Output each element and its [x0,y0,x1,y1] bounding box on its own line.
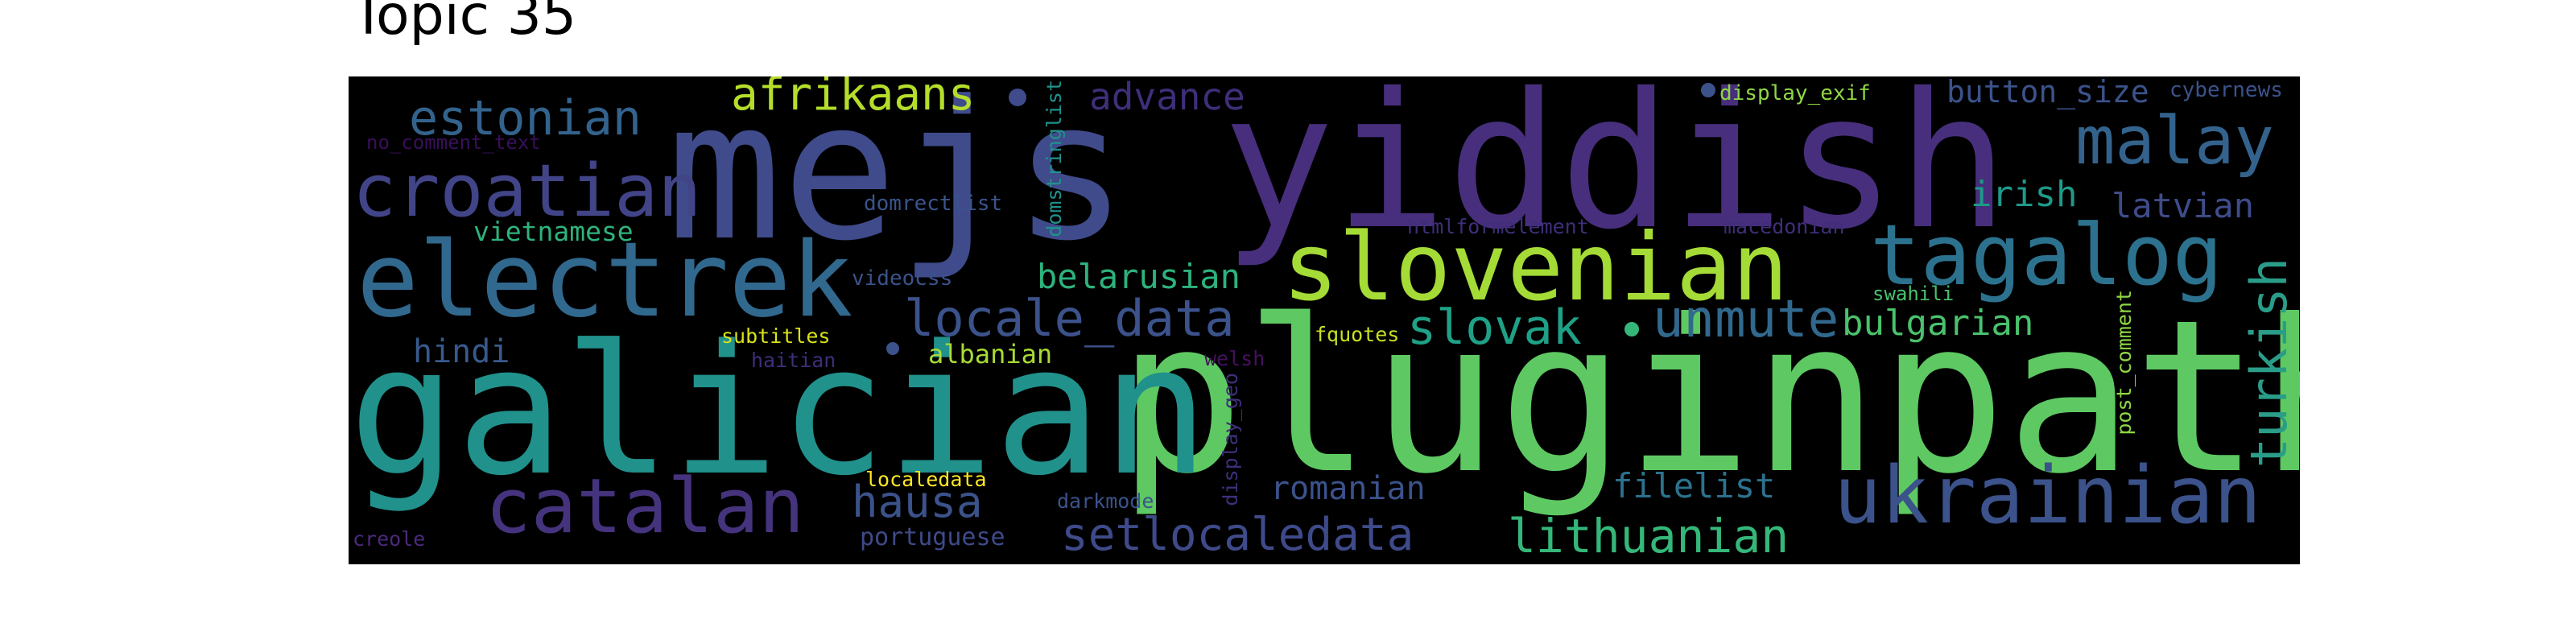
word-swahili: swahili [1872,283,1955,305]
word-slovak: slovak [1407,299,1582,356]
word-domstringlist: domstringlist [1042,80,1066,237]
word-localedata: localedata [865,468,987,491]
word-fquotes: fquotes [1315,323,1400,346]
word-cybernews: cybernews [2169,78,2283,102]
word-slovenian: slovenian [1282,213,1789,322]
word-unmute: unmute [1653,290,1839,349]
word-display_geo: display_geo [1219,373,1242,506]
word-croatian: croatian [353,149,702,233]
dot-mark [1624,322,1639,336]
word-electrek: electrek [357,221,853,341]
word-setlocaledata: setlocaledata [1061,509,1414,561]
word-advance: advance [1089,76,1245,118]
word-portuguese: portuguese [860,523,1005,551]
word-turkish: turkish [2240,258,2298,469]
word-bulgarian: bulgarian [1842,303,2034,344]
word-pluginpath: pluginpath [1117,275,2300,520]
word-belarusian: belarusian [1037,257,1241,296]
word-subtitles: subtitles [721,324,831,348]
word-afrikaans: afrikaans [731,76,976,121]
word-display_exif: display_exif [1719,81,1871,105]
word-domrectlist: domrectlist [864,192,1003,216]
word-locale_data: locale_data [904,289,1235,348]
word-hausa: hausa [852,477,983,527]
word-romanian: romanian [1270,470,1426,507]
word-no_comment_text: no_comment_text [366,131,541,154]
page-title: Topic 35 [352,0,577,47]
dot-mark [886,342,899,355]
word-htmlformelement: htmlformelement [1407,215,1589,238]
word-tagalog: tagalog [1870,206,2223,304]
word-post_comment: post_comment [2112,290,2136,436]
word-darkmode: darkmode [1057,489,1154,513]
word-haitian: haitian [751,349,836,372]
word-hindi: hindi [413,333,510,370]
dot-mark [1009,89,1026,106]
word-latvian: latvian [2112,186,2255,225]
word-cloud: mejs yiddish pluginpath galician electre… [349,76,2300,564]
word-lithuanian: lithuanian [1508,509,1790,564]
word-macedonian: macedonian [1724,215,1845,238]
word-button_size: button_size [1946,76,2149,109]
word-vietnamese: vietnamese [473,216,634,247]
word-estonian: estonian [409,90,642,147]
dot-mark [1701,83,1715,97]
word-albanian: albanian [928,339,1053,369]
word-yiddish: yiddish [1222,76,2009,270]
word-galician: galician [349,308,1210,515]
word-catalan: catalan [485,463,805,551]
word-creole: creole [353,527,426,551]
word-irish: irish [1971,174,2078,215]
word-welsh: welsh [1204,347,1265,370]
word-mejs: mejs [667,76,1129,283]
word-videocss: videocss [852,266,953,291]
word-malay: malay [2075,103,2274,180]
word-ukrainian: ukrainian [1834,450,2262,542]
word-filelist: filelist [1612,466,1776,506]
